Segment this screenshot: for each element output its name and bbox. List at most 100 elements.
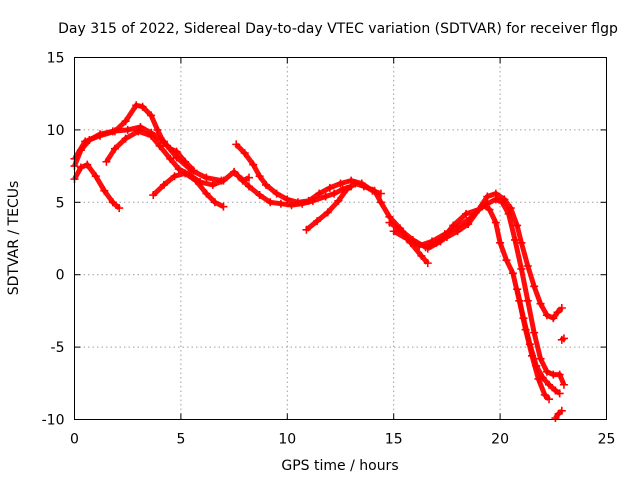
data-point (115, 204, 124, 213)
data-point (170, 172, 179, 181)
series-arc-12 (513, 285, 564, 398)
series-arc-4 (102, 127, 253, 189)
data-point (496, 238, 505, 247)
data-point (542, 311, 551, 320)
data-point (483, 199, 492, 208)
data-point (174, 164, 183, 173)
data-series (70, 101, 568, 423)
y-tick-label: 10 (47, 123, 65, 139)
data-point (330, 189, 339, 198)
data-point (559, 380, 568, 389)
data-point (302, 225, 311, 234)
data-point (134, 127, 143, 136)
axis-ticks: 0 5 10 15 20 25 -10 -5 0 5 10 15 (42, 51, 616, 448)
data-point (542, 367, 551, 376)
data-point (153, 125, 162, 134)
data-point (138, 102, 147, 111)
data-point (191, 176, 200, 185)
data-point (208, 180, 217, 189)
data-point (555, 389, 564, 398)
data-point (508, 269, 517, 278)
grid-lines (74, 57, 607, 420)
y-tick-label: -5 (51, 340, 65, 356)
data-point (132, 101, 141, 110)
data-point (545, 380, 554, 389)
data-point (266, 198, 275, 207)
data-point (123, 125, 132, 134)
series-line (151, 170, 225, 209)
data-point (81, 137, 90, 146)
data-point (110, 144, 119, 153)
data-point (359, 182, 368, 191)
data-point (523, 262, 532, 271)
data-point (523, 296, 532, 305)
data-point (540, 390, 549, 399)
data-point (462, 209, 471, 218)
data-point (287, 201, 296, 210)
data-point (298, 199, 307, 208)
data-point (549, 314, 558, 323)
data-point (147, 111, 156, 120)
data-point (230, 167, 239, 176)
data-point (415, 241, 424, 250)
data-point (474, 205, 483, 214)
data-point (155, 141, 164, 150)
y-tick-label: 5 (56, 195, 65, 211)
data-point (244, 173, 253, 182)
data-point (525, 340, 534, 349)
x-tick-label: 15 (385, 432, 403, 448)
data-point (351, 179, 360, 188)
data-point (389, 227, 398, 236)
data-point (536, 354, 545, 363)
data-point (255, 191, 264, 200)
data-point (491, 218, 500, 227)
data-point (485, 205, 494, 214)
data-point (538, 373, 547, 382)
x-tick-label: 20 (491, 432, 509, 448)
data-point (219, 202, 228, 211)
data-point (181, 169, 190, 178)
data-point (513, 221, 522, 230)
data-point (370, 186, 379, 195)
data-point (449, 221, 458, 230)
data-point (121, 117, 130, 126)
data-point (517, 238, 526, 247)
data-point (557, 304, 566, 313)
data-point (423, 259, 432, 268)
data-point (555, 370, 564, 379)
chart-title: Day 315 of 2022, Sidereal Day-to-day VTE… (58, 21, 618, 37)
data-point (530, 328, 539, 337)
data-point (504, 209, 513, 218)
series-arc-7 (234, 172, 356, 210)
data-point (234, 172, 243, 181)
data-point (149, 191, 158, 200)
data-point (147, 131, 156, 140)
data-point (334, 196, 343, 205)
x-axis-label: GPS time / hours (281, 458, 398, 474)
data-point (276, 199, 285, 208)
data-point (342, 185, 351, 194)
data-point (417, 251, 426, 260)
data-point (244, 182, 253, 191)
y-tick-label: -10 (42, 413, 65, 429)
x-tick-label: 10 (278, 432, 296, 448)
data-point (308, 196, 317, 205)
data-point (513, 285, 522, 294)
data-point (102, 157, 111, 166)
data-point (491, 195, 500, 204)
data-point (325, 183, 334, 192)
data-point (159, 138, 168, 147)
data-point (323, 208, 332, 217)
series-arc-5 (149, 169, 228, 211)
series-arc-14 (557, 334, 568, 344)
data-point (166, 144, 175, 153)
series-arc-6 (232, 140, 385, 207)
data-point (283, 195, 292, 204)
data-point (402, 234, 411, 243)
data-point (313, 217, 322, 226)
data-point (108, 198, 117, 207)
data-point (498, 198, 507, 207)
data-point (321, 192, 330, 201)
data-point (519, 314, 528, 323)
data-point (517, 264, 526, 273)
